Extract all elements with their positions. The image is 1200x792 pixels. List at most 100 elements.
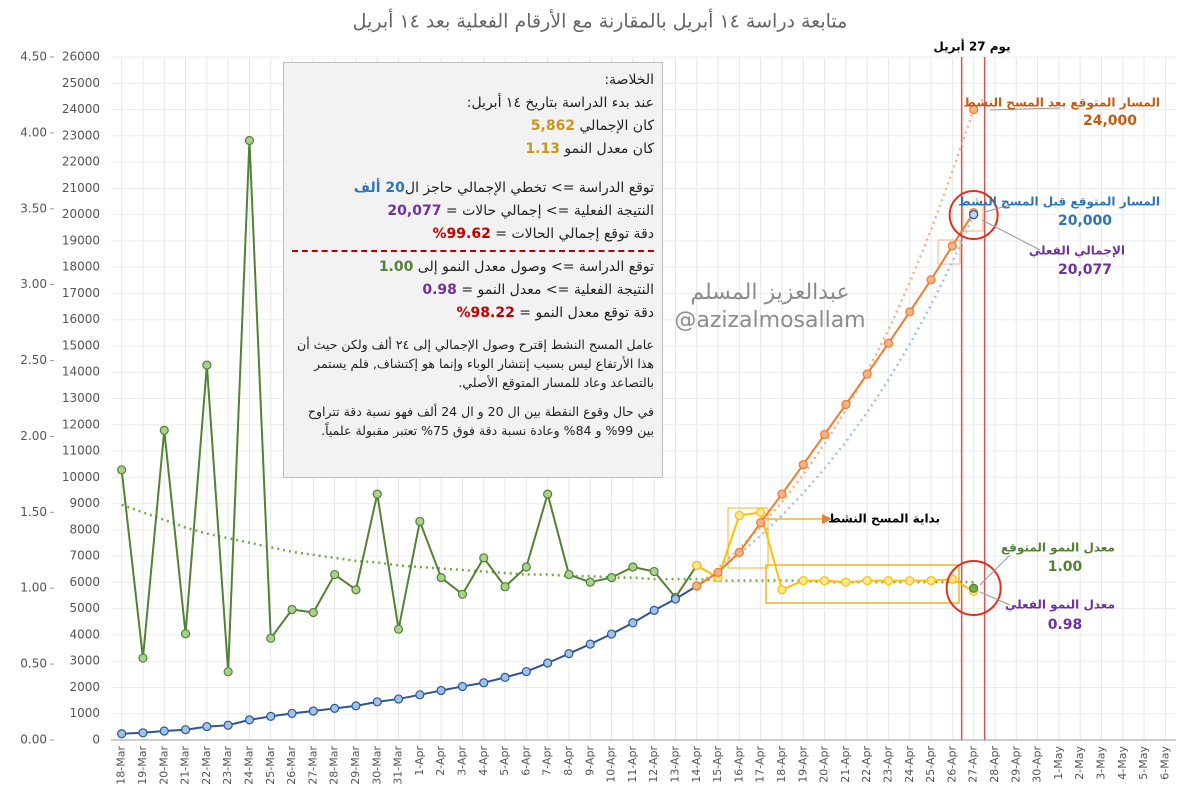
data-point — [798, 576, 808, 586]
x-tick-label: 5-Apr — [498, 746, 511, 776]
data-point — [223, 667, 233, 677]
y2-tick-label: 17000 — [62, 286, 100, 300]
x-tick-label: 6-May — [1158, 746, 1171, 780]
summary-text: كان معدل النمو — [559, 141, 654, 157]
x-tick-label: 26-Apr — [945, 746, 958, 783]
y2-tick-label: 25000 — [62, 76, 100, 90]
data-point — [393, 624, 404, 634]
data-point — [841, 399, 851, 410]
data-point — [777, 489, 787, 499]
data-point — [180, 629, 191, 639]
data-point — [649, 566, 659, 577]
summary-value: 98.22% — [456, 305, 515, 321]
data-point — [734, 547, 744, 557]
y-tick-label: 0.00 — [20, 733, 47, 747]
data-point — [819, 429, 830, 440]
y-tick-label: 3.00 — [20, 277, 47, 291]
summary-line: عند بدء الدراسة بتاريخ ١٤ أبريل: — [292, 92, 654, 115]
y2-tick-label: 24000 — [62, 102, 100, 116]
data-point — [564, 569, 574, 580]
data-point — [883, 338, 894, 348]
x-tick-label: 5-May — [1137, 746, 1150, 780]
summary-value: 20,077 — [387, 203, 442, 219]
x-tick-label: 24-Mar — [242, 746, 255, 785]
data-point — [351, 701, 361, 711]
x-tick-label: 11-Apr — [626, 746, 639, 783]
x-tick-label: 25-Apr — [924, 746, 937, 783]
annotation-text: المسار المتوقع قبل المسح النشط — [958, 195, 1160, 210]
summary-line: دقة توقع إجمالي الحالات = 99.62% — [292, 223, 654, 246]
data-point — [180, 725, 191, 735]
data-point — [500, 672, 510, 682]
x-tick-label: 26-Mar — [285, 746, 298, 785]
watermark: عبدالعزيز المسلم — [690, 280, 849, 305]
data-point — [202, 721, 212, 732]
data-point — [266, 633, 276, 643]
data-point — [393, 694, 404, 704]
annotation-connector — [984, 204, 1011, 213]
x-tick-label: 22-Mar — [200, 746, 213, 785]
data-point — [159, 425, 169, 435]
summary-value: 1.00 — [378, 259, 414, 275]
data-point — [777, 585, 787, 595]
x-tick-label: 29-Mar — [349, 746, 362, 785]
watermark: @azizalmosallam — [674, 308, 865, 333]
y2-tick-label: 10000 — [62, 470, 100, 484]
annotation-connector — [979, 591, 1011, 606]
x-tick-label: 10-Apr — [605, 746, 618, 783]
annotation-text: معدل النمو الفعلي — [1005, 598, 1115, 613]
data-point — [244, 135, 255, 146]
data-point — [159, 726, 169, 736]
x-tick-label: 30-Mar — [370, 746, 383, 785]
data-point — [628, 562, 638, 572]
x-tick-label: 20-Mar — [157, 746, 170, 785]
data-point — [287, 604, 297, 615]
summary-text: كان الإجمالي — [575, 118, 655, 134]
data-point — [479, 678, 489, 688]
data-point — [734, 510, 744, 520]
data-point — [969, 210, 979, 220]
x-tick-label: 21-Mar — [179, 746, 192, 785]
x-tick-label: 14-Apr — [690, 746, 703, 783]
data-point — [713, 567, 723, 578]
y2-tick-label: 13000 — [62, 391, 100, 405]
data-point — [862, 369, 872, 379]
data-point — [436, 572, 446, 583]
data-point — [969, 104, 979, 115]
x-tick-label: 31-Mar — [392, 746, 405, 785]
y2-tick-label: 12000 — [62, 417, 100, 431]
data-point — [905, 307, 915, 317]
x-tick-label: 28-Mar — [328, 746, 341, 785]
annotation-value: 20,000 — [1058, 213, 1112, 229]
annotation-arrowhead — [822, 514, 832, 524]
annotation-connector — [979, 554, 1011, 586]
annotation-connector — [989, 107, 1061, 111]
annotation-text: يوم 27 أبريل — [933, 39, 1010, 55]
x-tick-label: 3-Apr — [455, 746, 468, 776]
x-tick-label: 1-Apr — [413, 746, 426, 776]
x-tick-label: 16-Apr — [732, 746, 745, 783]
x-tick-label: 17-Apr — [754, 746, 767, 783]
data-point — [692, 560, 702, 571]
annotation-value: 1.00 — [1048, 559, 1083, 575]
data-point — [372, 697, 382, 707]
y2-tick-label: 26000 — [62, 50, 100, 64]
annotation-text: بداية المسح النشط — [828, 512, 940, 526]
annotation-value: 24,000 — [1083, 113, 1137, 129]
data-point — [521, 666, 531, 677]
data-point — [330, 703, 340, 713]
data-point — [457, 589, 468, 599]
data-point — [862, 576, 872, 586]
series-line — [695, 109, 975, 587]
y-tick-label: 4.00 — [20, 125, 47, 139]
y2-tick-label: 14000 — [62, 365, 100, 379]
y-tick-label: 2.50 — [20, 353, 47, 367]
x-tick-label: 9-Apr — [583, 746, 596, 776]
x-tick-label: 23-Apr — [881, 746, 894, 783]
annotation-value: 20,077 — [1058, 262, 1112, 278]
y-tick-label: 1.00 — [20, 581, 47, 595]
x-tick-label: 1-May — [1052, 746, 1065, 780]
x-tick-label: 2-Apr — [434, 746, 447, 776]
x-tick-label: 19-Mar — [136, 746, 149, 785]
